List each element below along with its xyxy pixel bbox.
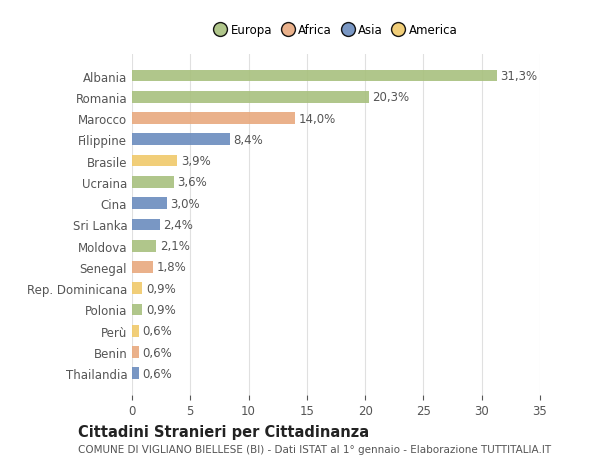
Text: 1,8%: 1,8% xyxy=(157,261,186,274)
Text: 2,1%: 2,1% xyxy=(160,240,190,252)
Bar xyxy=(132,347,139,358)
Text: 14,0%: 14,0% xyxy=(299,112,336,125)
Bar xyxy=(132,262,153,273)
Text: 0,6%: 0,6% xyxy=(142,325,172,337)
Bar xyxy=(132,219,160,231)
Text: 3,9%: 3,9% xyxy=(181,155,211,168)
Legend: Europa, Africa, Asia, America: Europa, Africa, Asia, America xyxy=(211,20,461,40)
Bar xyxy=(132,113,295,125)
Text: COMUNE DI VIGLIANO BIELLESE (BI) - Dati ISTAT al 1° gennaio - Elaborazione TUTTI: COMUNE DI VIGLIANO BIELLESE (BI) - Dati … xyxy=(78,444,551,454)
Bar xyxy=(132,177,174,188)
Bar xyxy=(132,92,368,103)
Bar xyxy=(132,325,139,337)
Bar xyxy=(132,156,178,167)
Text: Cittadini Stranieri per Cittadinanza: Cittadini Stranieri per Cittadinanza xyxy=(78,425,369,440)
Text: 2,4%: 2,4% xyxy=(163,218,193,231)
Bar xyxy=(132,71,497,82)
Text: 31,3%: 31,3% xyxy=(500,70,538,83)
Text: 8,4%: 8,4% xyxy=(233,134,263,146)
Bar xyxy=(132,198,167,209)
Bar xyxy=(132,241,157,252)
Bar xyxy=(132,283,142,294)
Text: 0,6%: 0,6% xyxy=(142,367,172,380)
Text: 0,9%: 0,9% xyxy=(146,282,176,295)
Text: 20,3%: 20,3% xyxy=(372,91,409,104)
Bar xyxy=(132,368,139,379)
Text: 3,6%: 3,6% xyxy=(178,176,207,189)
Bar xyxy=(132,304,142,316)
Text: 0,9%: 0,9% xyxy=(146,303,176,316)
Text: 0,6%: 0,6% xyxy=(142,346,172,359)
Bar xyxy=(132,134,230,146)
Text: 3,0%: 3,0% xyxy=(170,197,200,210)
